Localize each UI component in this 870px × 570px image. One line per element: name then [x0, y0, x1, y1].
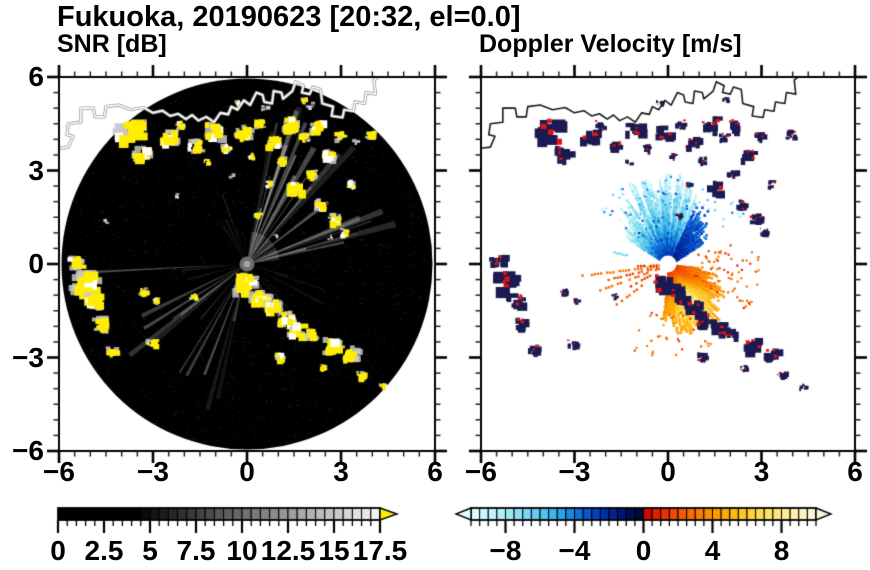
doppler-colorbar-label: 8	[773, 535, 790, 566]
doppler-x-tick-label: −3	[558, 456, 591, 487]
snr-y-tick-label: −6	[12, 435, 44, 466]
doppler-x-tick-label: 3	[753, 456, 770, 487]
doppler-colorbar-label: 4	[704, 535, 721, 566]
snr-y-tick-label: 3	[28, 154, 44, 186]
doppler-x-tick-label: 6	[847, 456, 863, 487]
snr-x-tick-label: −6	[43, 456, 75, 487]
snr-panel-title: SNR [dB]	[57, 30, 167, 58]
snr-colorbar-label: 10	[226, 535, 258, 566]
doppler-x-tick-label: 0	[660, 456, 676, 487]
doppler-colorbar-label: −4	[558, 535, 591, 566]
doppler-colorbar-label: 0	[635, 535, 652, 566]
snr-colorbar-label: 17.5	[352, 535, 408, 566]
snr-colorbar-label: 0	[50, 535, 66, 566]
snr-y-tick-label: 6	[28, 61, 44, 92]
figure-title: Fukuoka, 20190623 [20:32, el=0.0]	[57, 1, 521, 33]
snr-colorbar-label: 12.5	[260, 535, 316, 566]
snr-y-tick-label: −3	[12, 341, 44, 373]
snr-colorbar-label: 15	[318, 535, 350, 566]
snr-colorbar-label: 2.5	[84, 535, 124, 566]
snr-x-tick-label: −3	[137, 456, 169, 487]
snr-colorbar-label: 5	[142, 535, 158, 566]
snr-x-tick-label: 0	[239, 456, 255, 487]
snr-y-tick-label: 0	[28, 248, 44, 279]
doppler-x-tick-label: −6	[465, 456, 497, 487]
doppler-panel-title: Doppler Velocity [m/s]	[479, 30, 742, 58]
doppler-colorbar-label: −8	[489, 535, 522, 566]
snr-colorbar-label: 7.5	[176, 535, 216, 566]
snr-x-tick-label: 6	[427, 456, 443, 487]
snr-x-tick-label: 3	[333, 456, 349, 487]
